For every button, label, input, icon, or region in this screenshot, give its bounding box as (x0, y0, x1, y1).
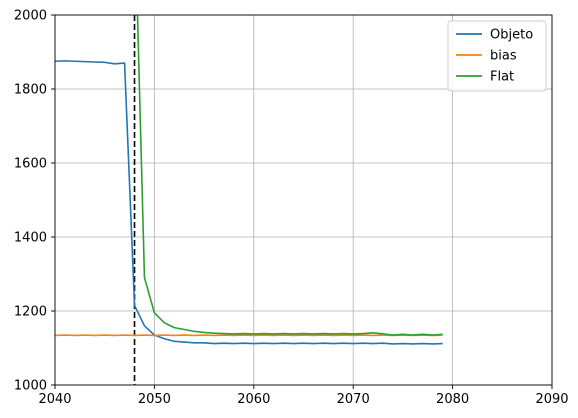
y-tick-label: 1400 (14, 231, 47, 246)
tick-labels: 2040 2050 2060 2070 2080 2090 1000 1200 1400 1600… (14, 9, 569, 408)
y-tick-label: 1600 (14, 157, 47, 172)
x-tick-label: 2080 (436, 392, 469, 407)
plot-frame (54, 14, 553, 386)
series-layer (55, 15, 443, 345)
y-tick-label: 1200 (14, 305, 47, 320)
legend-box (447, 20, 547, 92)
y-tick-label: 1000 (14, 379, 47, 394)
x-tick-label: 2050 (138, 392, 171, 407)
x-tick-label: 2040 (38, 392, 71, 407)
x-tick-label: 2070 (337, 392, 370, 407)
axes (51, 14, 553, 389)
series-line-flat (136, 15, 443, 336)
legend-label-bias: bias (490, 49, 517, 64)
legend-label-flat: Flat (490, 70, 514, 85)
x-tick-label: 2090 (535, 392, 568, 407)
series-line-objeto (55, 60, 443, 345)
y-tick-label: 1800 (14, 83, 47, 98)
x-tick-label: 2060 (237, 392, 270, 407)
y-tick-label: 2000 (14, 9, 47, 24)
legend: Objeto bias Flat (447, 20, 547, 92)
legend-label-objeto: Objeto (490, 28, 533, 43)
